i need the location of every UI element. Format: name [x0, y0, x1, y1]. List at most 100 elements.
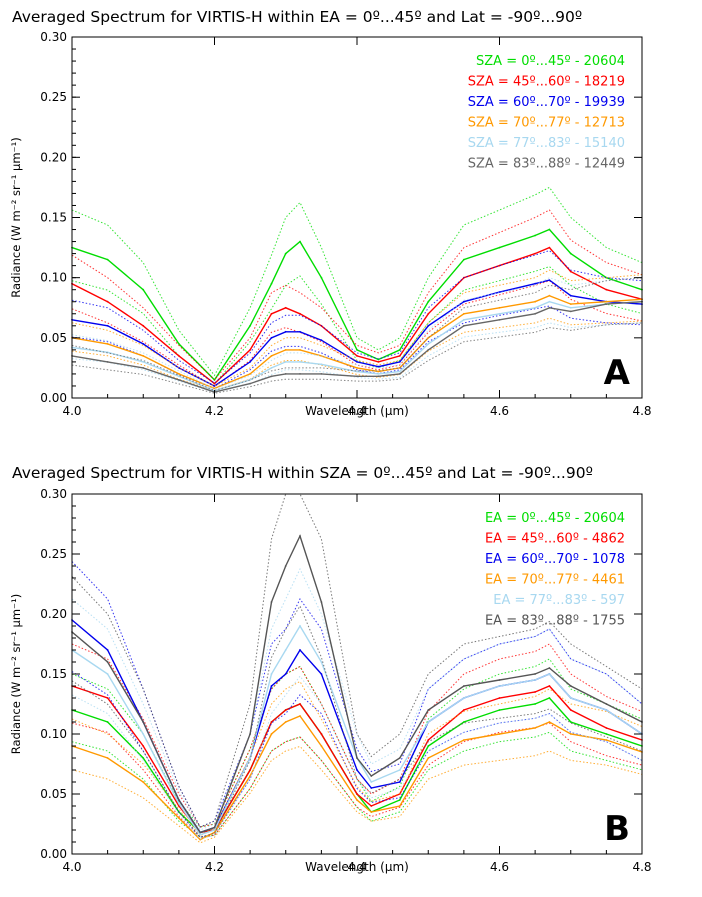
data-point-2-12 [370, 787, 373, 789]
data-point-4-2 [142, 733, 145, 735]
series-envelope-3-low [71, 317, 643, 392]
data-point-0-13 [427, 300, 430, 303]
data-point-0-13 [398, 799, 401, 801]
data-point-3-17 [548, 294, 551, 297]
series-group [71, 186, 643, 394]
data-point-5-11 [377, 375, 380, 378]
legend-entry: EA = 60º...70º - 1078 [485, 552, 625, 567]
data-point-4-1 [106, 673, 109, 675]
data-point-5-3 [178, 799, 180, 801]
series-envelope-2-high [71, 250, 643, 384]
data-point-4-9 [299, 625, 301, 627]
panel-label: A [604, 353, 631, 393]
y-tick-label: 0.25 [40, 547, 67, 561]
y-tick-label: 0.10 [40, 727, 67, 741]
legend-entry: EA = 45º...60º - 4862 [485, 532, 625, 547]
data-point-5-18 [569, 310, 572, 313]
panel-label: B [604, 809, 630, 849]
data-point-5-20 [605, 703, 608, 705]
data-point-2-8 [284, 673, 287, 675]
data-point-1-5 [249, 349, 252, 351]
data-point-1-11 [377, 361, 380, 363]
y-tick-label: 0.00 [40, 847, 67, 861]
y-axis-label: Radiance (W m⁻² sr⁻¹ μm⁻¹) [9, 594, 23, 754]
data-point-1-6 [249, 769, 252, 771]
series-line-4 [71, 624, 643, 836]
data-point-1-6 [270, 312, 273, 315]
data-point-3-19 [569, 733, 572, 735]
data-point-2-1 [106, 324, 109, 327]
legend-entry: SZA = 83º...88º - 12449 [468, 157, 625, 172]
data-point-5-9 [320, 373, 323, 375]
series-envelope-3-high [71, 680, 643, 837]
data-point-1-16 [534, 252, 536, 255]
data-point-4-5 [213, 829, 216, 831]
x-tick-label: 4.2 [205, 404, 224, 418]
series-envelope-0-high [71, 186, 643, 377]
series-envelope-1-low [71, 722, 643, 838]
y-tick-label: 0.15 [40, 667, 67, 681]
data-point-0-16 [534, 234, 536, 237]
data-point-2-6 [270, 336, 273, 339]
data-point-4-9 [320, 363, 323, 366]
data-point-5-9 [299, 535, 301, 537]
data-point-3-8 [284, 721, 287, 723]
data-point-3-15 [463, 739, 465, 741]
data-point-0-20 [605, 733, 608, 735]
data-point-5-8 [299, 373, 301, 375]
data-point-5-18 [548, 667, 551, 669]
data-point-2-5 [249, 361, 252, 363]
legend: EA = 0º...45º - 20604 EA = 45º...60º - 48… [485, 511, 625, 629]
data-point-2-11 [356, 769, 358, 771]
y-tick-label: 0.00 [40, 391, 67, 405]
data-point-3-14 [427, 757, 430, 759]
y-tick-label: 0.20 [40, 607, 67, 621]
series-envelope-3-high [71, 269, 643, 387]
data-point-1-1 [106, 697, 109, 699]
data-point-3-7 [284, 349, 287, 351]
chart-panel-a: Averaged Spectrum for VIRTIS-H within EA… [9, 8, 652, 418]
data-point-4-6 [270, 367, 273, 369]
data-point-4-12 [398, 370, 401, 373]
data-point-4-15 [498, 312, 501, 315]
series-envelope-4-low [71, 675, 643, 840]
data-point-0-8 [299, 240, 301, 243]
data-point-5-1 [106, 661, 109, 663]
data-point-4-15 [463, 697, 465, 699]
x-tick-label: 4.6 [490, 860, 509, 874]
data-point-4-14 [427, 721, 430, 723]
y-tick-label: 0.10 [40, 271, 67, 285]
x-tick-label: 4.0 [62, 860, 81, 874]
data-point-5-15 [498, 318, 501, 321]
data-point-5-10 [320, 601, 323, 603]
data-point-4-6 [249, 757, 252, 759]
data-point-4-17 [548, 300, 551, 303]
data-point-4-10 [356, 370, 358, 373]
data-point-2-13 [398, 781, 401, 783]
data-point-3-9 [299, 715, 301, 717]
legend-entry: EA = 0º...45º - 20604 [485, 511, 625, 526]
legend-entry: EA = 70º...77º - 4461 [485, 573, 625, 588]
data-point-3-17 [534, 727, 536, 729]
data-point-4-11 [377, 373, 380, 375]
data-point-3-10 [320, 745, 323, 747]
y-tick-label: 0.20 [40, 150, 67, 164]
data-point-5-19 [605, 303, 608, 305]
data-point-0-2 [142, 288, 145, 291]
y-tick-label: 0.05 [40, 787, 67, 801]
legend-entry: EA = 77º...83º - 597 [493, 593, 625, 608]
series-group [71, 493, 643, 844]
data-point-5-2 [142, 721, 145, 723]
data-point-5-16 [498, 679, 501, 681]
data-point-4-17 [534, 679, 536, 681]
x-tick-label: 4.6 [490, 404, 509, 418]
data-point-5-14 [427, 709, 430, 711]
legend-entry: SZA = 77º...83º - 15140 [468, 136, 625, 151]
data-point-1-10 [320, 733, 323, 735]
data-point-0-14 [463, 258, 465, 261]
data-point-3-12 [370, 811, 373, 813]
data-point-4-2 [142, 361, 145, 363]
data-point-1-17 [548, 246, 551, 249]
x-tick-label: 4.2 [205, 860, 224, 874]
